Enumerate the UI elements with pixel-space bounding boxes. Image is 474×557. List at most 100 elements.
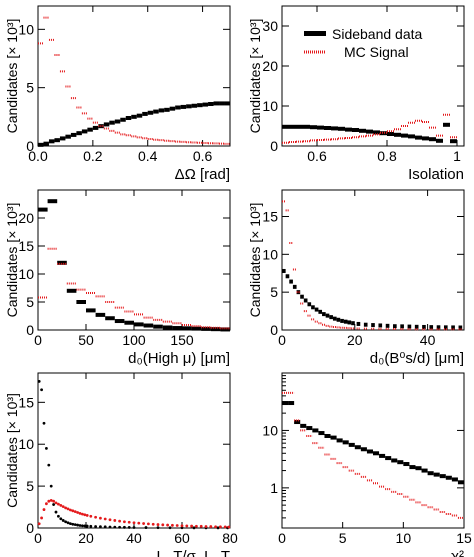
y-tick-label: 10 <box>18 21 34 37</box>
data-point <box>180 104 187 109</box>
x-tick-label: 0 <box>34 530 42 546</box>
data-point <box>144 526 148 529</box>
data-point <box>94 525 97 528</box>
data-point <box>49 484 53 488</box>
y-tick-label: 0 <box>270 322 278 338</box>
x-axis-label: d₀(High μ) [μm] <box>128 350 230 367</box>
data-point <box>131 114 137 119</box>
data-point <box>219 101 225 106</box>
data-point <box>385 323 390 328</box>
data-point <box>142 522 146 525</box>
data-point <box>103 517 107 521</box>
data-point <box>458 325 463 330</box>
data-point <box>317 125 324 130</box>
data-point <box>127 526 131 529</box>
data-point <box>307 302 312 307</box>
data-point <box>81 129 88 134</box>
data-point <box>113 519 117 522</box>
x-axis-label: χ² <box>451 548 464 557</box>
data-point <box>37 379 41 383</box>
data-point <box>318 431 325 436</box>
data-point <box>195 524 198 528</box>
x-tick-label: 10 <box>396 530 412 546</box>
series-signal <box>282 391 464 519</box>
data-point <box>330 435 337 440</box>
data-point <box>42 421 46 425</box>
data-point <box>87 127 93 132</box>
data-point <box>387 132 394 136</box>
y-tick-label: 0 <box>26 138 34 154</box>
data-point <box>285 274 290 279</box>
data-point <box>43 141 49 146</box>
data-point <box>69 508 72 512</box>
data-point <box>99 525 102 529</box>
series-signal <box>282 200 463 331</box>
y-tick-label: 0 <box>26 322 34 338</box>
data-point <box>73 510 77 514</box>
y-tick-label: 15 <box>262 208 278 224</box>
data-point <box>169 106 176 111</box>
data-point <box>40 516 43 520</box>
data-point <box>348 442 355 447</box>
x-tick-label: 15 <box>456 530 472 546</box>
data-point <box>296 124 303 129</box>
data-point <box>45 447 48 450</box>
x-tick-label: 40 <box>126 530 142 546</box>
y-tick-label: 15 <box>18 238 34 254</box>
y-tick-label: 15 <box>18 394 34 410</box>
data-point <box>223 525 227 529</box>
data-point <box>227 525 231 529</box>
data-point <box>132 521 136 525</box>
x-tick-label: 0.2 <box>83 148 103 164</box>
y-axis-label: Candidates [× 10³] <box>247 19 263 134</box>
data-point <box>224 101 230 106</box>
legend-label: MC Signal <box>344 44 409 60</box>
data-point <box>99 516 102 520</box>
x-tick-label: 0 <box>278 332 286 348</box>
data-point <box>332 316 337 321</box>
data-point <box>421 468 428 473</box>
y-tick-label: 5 <box>26 80 34 96</box>
data-point <box>360 447 367 452</box>
y-tick-label: 10 <box>262 98 278 114</box>
data-point <box>48 139 55 144</box>
data-point <box>436 138 443 143</box>
data-point <box>89 524 93 528</box>
data-point <box>342 440 349 445</box>
y-tick-label: 5 <box>26 478 34 494</box>
y-tick-label: 10 <box>262 246 278 262</box>
data-point <box>373 451 380 456</box>
data-point <box>219 525 222 529</box>
data-point <box>393 324 397 329</box>
y-axis-label: Candidates [× 10³] <box>4 203 20 318</box>
y-tick-label: 20 <box>262 58 278 74</box>
y-tick-label: 5 <box>26 294 34 310</box>
data-point <box>81 524 84 528</box>
data-point <box>156 526 160 530</box>
data-point <box>136 113 143 118</box>
data-point <box>108 518 112 522</box>
data-point <box>213 101 220 106</box>
data-point <box>414 324 419 329</box>
data-point <box>336 438 343 443</box>
data-point <box>311 305 315 310</box>
data-point <box>204 525 208 528</box>
data-point <box>443 325 448 330</box>
x-axis-label: d₀(B⁰s/d) [μm] <box>370 350 464 367</box>
data-point <box>201 326 211 331</box>
data-point <box>171 523 174 527</box>
data-point <box>57 260 67 265</box>
data-point <box>345 127 352 132</box>
data-point <box>363 322 368 327</box>
x-tick-label: 150 <box>170 332 194 348</box>
data-point <box>409 465 416 470</box>
data-point <box>312 428 319 433</box>
data-point <box>180 524 184 528</box>
data-point <box>57 502 60 506</box>
plot-frame <box>281 372 465 529</box>
data-point <box>71 509 75 513</box>
